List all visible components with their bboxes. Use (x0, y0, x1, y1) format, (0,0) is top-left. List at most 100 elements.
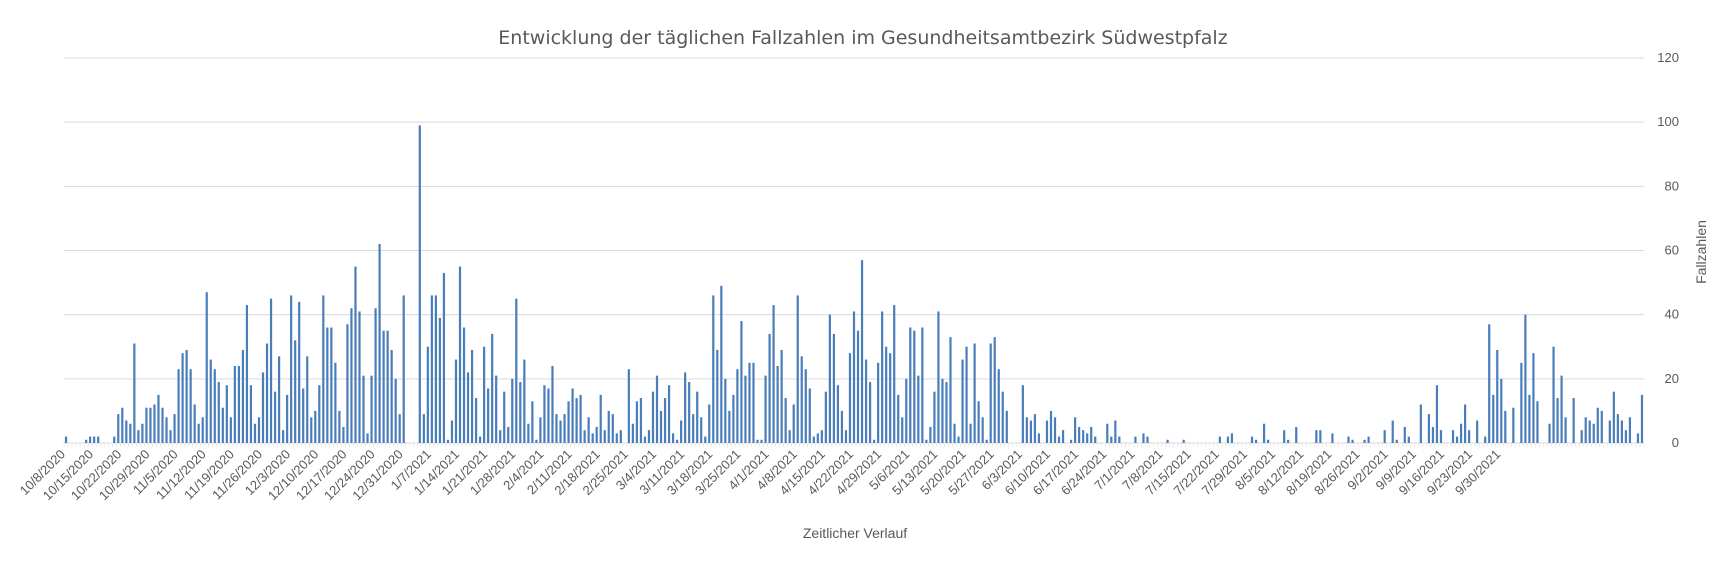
bar (249, 385, 253, 443)
bar (856, 330, 860, 443)
bar (973, 343, 976, 443)
bar (832, 333, 835, 443)
bar (945, 382, 948, 443)
bar (1580, 430, 1583, 443)
bar (647, 430, 651, 443)
bar (1182, 439, 1185, 443)
bar (346, 324, 349, 443)
bar (985, 439, 988, 443)
bar (877, 362, 880, 443)
bar (744, 375, 747, 444)
bar (197, 423, 200, 443)
bar (571, 388, 574, 443)
bar (764, 375, 767, 444)
bar (1459, 423, 1463, 443)
bar (1295, 426, 1298, 443)
bar (1484, 436, 1487, 443)
bar (655, 375, 659, 444)
y-tick-label: 0 (1672, 435, 1679, 450)
bar (362, 375, 365, 444)
bar (422, 414, 425, 444)
bar (724, 378, 727, 443)
bar (454, 359, 458, 443)
bar (559, 420, 562, 443)
bar (358, 311, 361, 443)
bar (828, 314, 831, 443)
bar (905, 378, 908, 443)
bar (575, 398, 578, 443)
bar (885, 346, 888, 443)
bar (1283, 430, 1286, 443)
bar (860, 260, 864, 444)
bar (736, 369, 739, 443)
bar (728, 410, 731, 443)
bar (1395, 439, 1398, 443)
bar (1564, 417, 1567, 443)
bar (1572, 398, 1575, 443)
bar (776, 366, 779, 443)
bar (1363, 439, 1366, 443)
bar (1262, 423, 1266, 443)
bar (137, 430, 140, 443)
bar (1254, 439, 1258, 443)
bar (1640, 394, 1644, 444)
bar (527, 423, 530, 443)
bar (844, 430, 848, 443)
bar (977, 401, 980, 443)
bar (1636, 433, 1640, 444)
bar (897, 394, 900, 444)
bar (1146, 436, 1149, 443)
bar (217, 382, 220, 443)
bar (64, 436, 68, 443)
bar (233, 366, 236, 443)
bar (515, 298, 518, 444)
bar (213, 369, 216, 443)
bar (780, 349, 783, 443)
bar (1287, 439, 1290, 443)
y-tick-label: 100 (1657, 114, 1679, 129)
bar (310, 417, 313, 443)
y-tick-label: 40 (1665, 307, 1679, 322)
bar (286, 394, 289, 444)
bar (265, 343, 269, 443)
bar (386, 330, 389, 443)
bar (563, 414, 566, 444)
bar (378, 244, 381, 443)
bar (1319, 430, 1322, 443)
bar (1347, 436, 1350, 443)
bar (225, 385, 228, 443)
bar (567, 401, 570, 443)
bar (836, 385, 840, 443)
bar (141, 423, 144, 443)
bar (1045, 420, 1049, 443)
bar (1468, 430, 1471, 443)
bar (1407, 436, 1410, 443)
bar (338, 410, 341, 443)
bar (511, 378, 514, 443)
bar (1520, 362, 1523, 443)
bar (937, 311, 940, 443)
bar (812, 436, 815, 443)
bar (901, 417, 904, 443)
bar (1496, 349, 1499, 443)
bar (720, 285, 723, 443)
bar (997, 369, 1000, 443)
bar (808, 388, 811, 443)
bar (89, 436, 92, 443)
bar (495, 375, 498, 444)
bar (957, 436, 960, 443)
y-tick-label: 60 (1665, 243, 1679, 258)
y-tick-label: 80 (1665, 178, 1679, 193)
bar (442, 272, 446, 443)
bar (342, 426, 345, 443)
bar (820, 430, 823, 443)
bar (1391, 420, 1394, 443)
bar (615, 433, 618, 444)
bar (519, 382, 522, 443)
bar (651, 391, 655, 443)
bar (302, 388, 305, 443)
bar (1021, 385, 1024, 443)
bar (402, 295, 405, 443)
bar (1110, 436, 1113, 443)
bar (1612, 391, 1615, 443)
